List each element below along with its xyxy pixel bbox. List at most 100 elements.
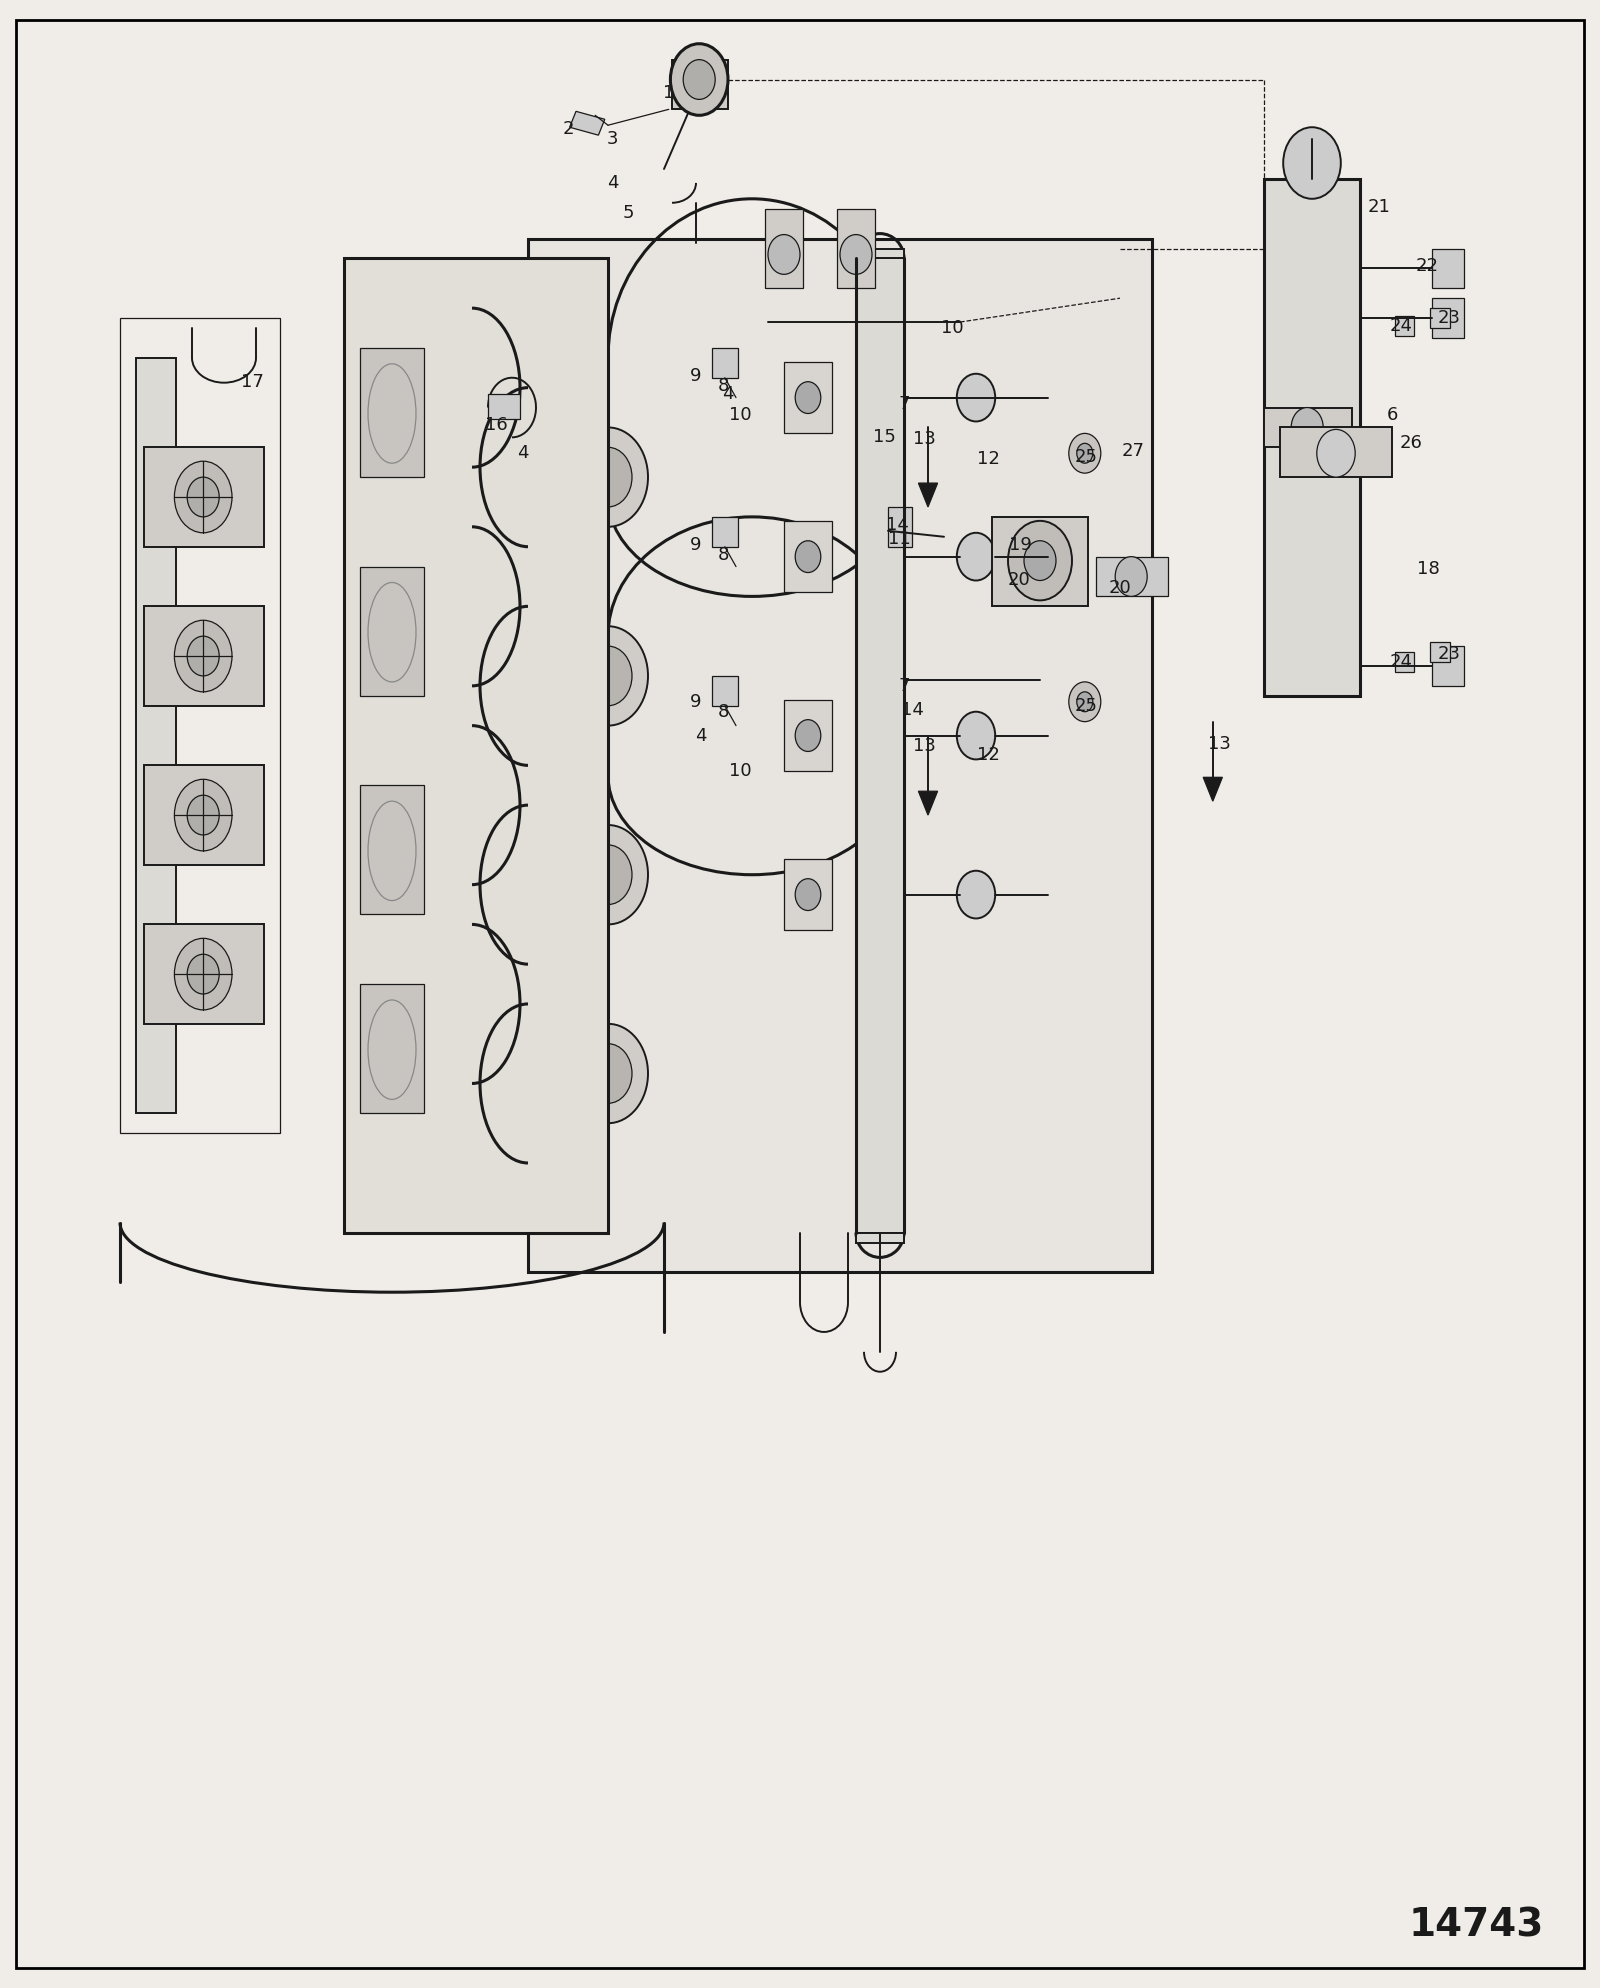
Polygon shape — [765, 209, 803, 288]
Text: 8: 8 — [717, 545, 730, 565]
Text: 13: 13 — [914, 429, 936, 449]
Text: 19: 19 — [1010, 535, 1032, 555]
Polygon shape — [136, 358, 176, 1113]
Circle shape — [957, 533, 995, 580]
Text: 16: 16 — [485, 415, 507, 435]
Circle shape — [584, 447, 632, 507]
Circle shape — [1024, 541, 1056, 580]
Text: 15: 15 — [874, 427, 896, 447]
Circle shape — [568, 427, 648, 527]
Circle shape — [670, 44, 728, 115]
Polygon shape — [888, 507, 912, 547]
Polygon shape — [992, 517, 1088, 606]
Text: 10: 10 — [730, 761, 752, 781]
Text: 10: 10 — [941, 318, 963, 338]
Polygon shape — [784, 521, 832, 592]
Text: 4: 4 — [606, 173, 619, 193]
Text: 5: 5 — [622, 203, 635, 223]
Circle shape — [957, 374, 995, 421]
Text: 20: 20 — [1008, 571, 1030, 590]
Circle shape — [568, 825, 648, 924]
Text: 11: 11 — [888, 529, 910, 549]
Circle shape — [1077, 692, 1093, 712]
Polygon shape — [672, 60, 728, 109]
Polygon shape — [784, 859, 832, 930]
Polygon shape — [144, 765, 264, 865]
Text: 9: 9 — [690, 692, 702, 712]
Text: 14: 14 — [901, 700, 923, 720]
Text: 14: 14 — [886, 515, 909, 535]
Circle shape — [795, 720, 821, 751]
Polygon shape — [1096, 557, 1168, 596]
Text: 18: 18 — [1418, 559, 1440, 579]
Polygon shape — [1264, 408, 1352, 447]
Circle shape — [795, 879, 821, 911]
Circle shape — [683, 60, 715, 99]
Text: 25: 25 — [1075, 447, 1098, 467]
Polygon shape — [344, 258, 608, 1233]
Polygon shape — [1395, 652, 1414, 672]
Text: 17: 17 — [242, 372, 264, 392]
Circle shape — [1283, 127, 1341, 199]
Circle shape — [1008, 521, 1072, 600]
Text: 2: 2 — [562, 119, 574, 139]
Circle shape — [840, 235, 872, 274]
Polygon shape — [1430, 642, 1450, 662]
Text: 9: 9 — [690, 535, 702, 555]
Polygon shape — [570, 111, 605, 135]
Circle shape — [174, 620, 232, 692]
Circle shape — [174, 938, 232, 1010]
Text: 20: 20 — [1109, 579, 1131, 598]
Text: 14743: 14743 — [1408, 1906, 1544, 1944]
Circle shape — [568, 626, 648, 726]
Text: 27: 27 — [1122, 441, 1144, 461]
Circle shape — [187, 795, 219, 835]
Circle shape — [768, 235, 800, 274]
Text: 3: 3 — [606, 129, 619, 149]
Polygon shape — [712, 676, 738, 706]
Circle shape — [584, 845, 632, 905]
Text: 4: 4 — [694, 726, 707, 746]
Polygon shape — [144, 924, 264, 1024]
Circle shape — [584, 1044, 632, 1103]
Circle shape — [795, 382, 821, 414]
Polygon shape — [1432, 298, 1464, 338]
Polygon shape — [1432, 646, 1464, 686]
Polygon shape — [837, 209, 875, 288]
Circle shape — [584, 646, 632, 706]
Polygon shape — [528, 239, 1152, 1272]
Circle shape — [187, 477, 219, 517]
Circle shape — [957, 712, 995, 759]
Text: 7: 7 — [898, 676, 910, 696]
Polygon shape — [856, 248, 904, 258]
Text: 8: 8 — [717, 702, 730, 722]
Polygon shape — [712, 348, 738, 378]
Text: 22: 22 — [1416, 256, 1438, 276]
Polygon shape — [712, 517, 738, 547]
Circle shape — [568, 1024, 648, 1123]
Polygon shape — [360, 348, 424, 477]
Circle shape — [957, 871, 995, 918]
Circle shape — [1115, 557, 1147, 596]
Polygon shape — [918, 483, 938, 507]
Circle shape — [174, 461, 232, 533]
Polygon shape — [360, 984, 424, 1113]
Polygon shape — [144, 606, 264, 706]
Polygon shape — [784, 362, 832, 433]
Text: 12: 12 — [978, 449, 1000, 469]
Circle shape — [795, 541, 821, 573]
Text: 9: 9 — [690, 366, 702, 386]
Circle shape — [187, 636, 219, 676]
Polygon shape — [784, 700, 832, 771]
Text: 23: 23 — [1438, 308, 1461, 328]
Polygon shape — [360, 567, 424, 696]
Circle shape — [174, 779, 232, 851]
Text: 13: 13 — [1208, 734, 1230, 753]
Text: 4: 4 — [722, 384, 734, 404]
Text: 26: 26 — [1400, 433, 1422, 453]
Polygon shape — [1280, 427, 1392, 477]
Text: 24: 24 — [1390, 652, 1413, 672]
Text: 7: 7 — [898, 394, 910, 414]
Circle shape — [187, 954, 219, 994]
Circle shape — [1291, 408, 1323, 447]
